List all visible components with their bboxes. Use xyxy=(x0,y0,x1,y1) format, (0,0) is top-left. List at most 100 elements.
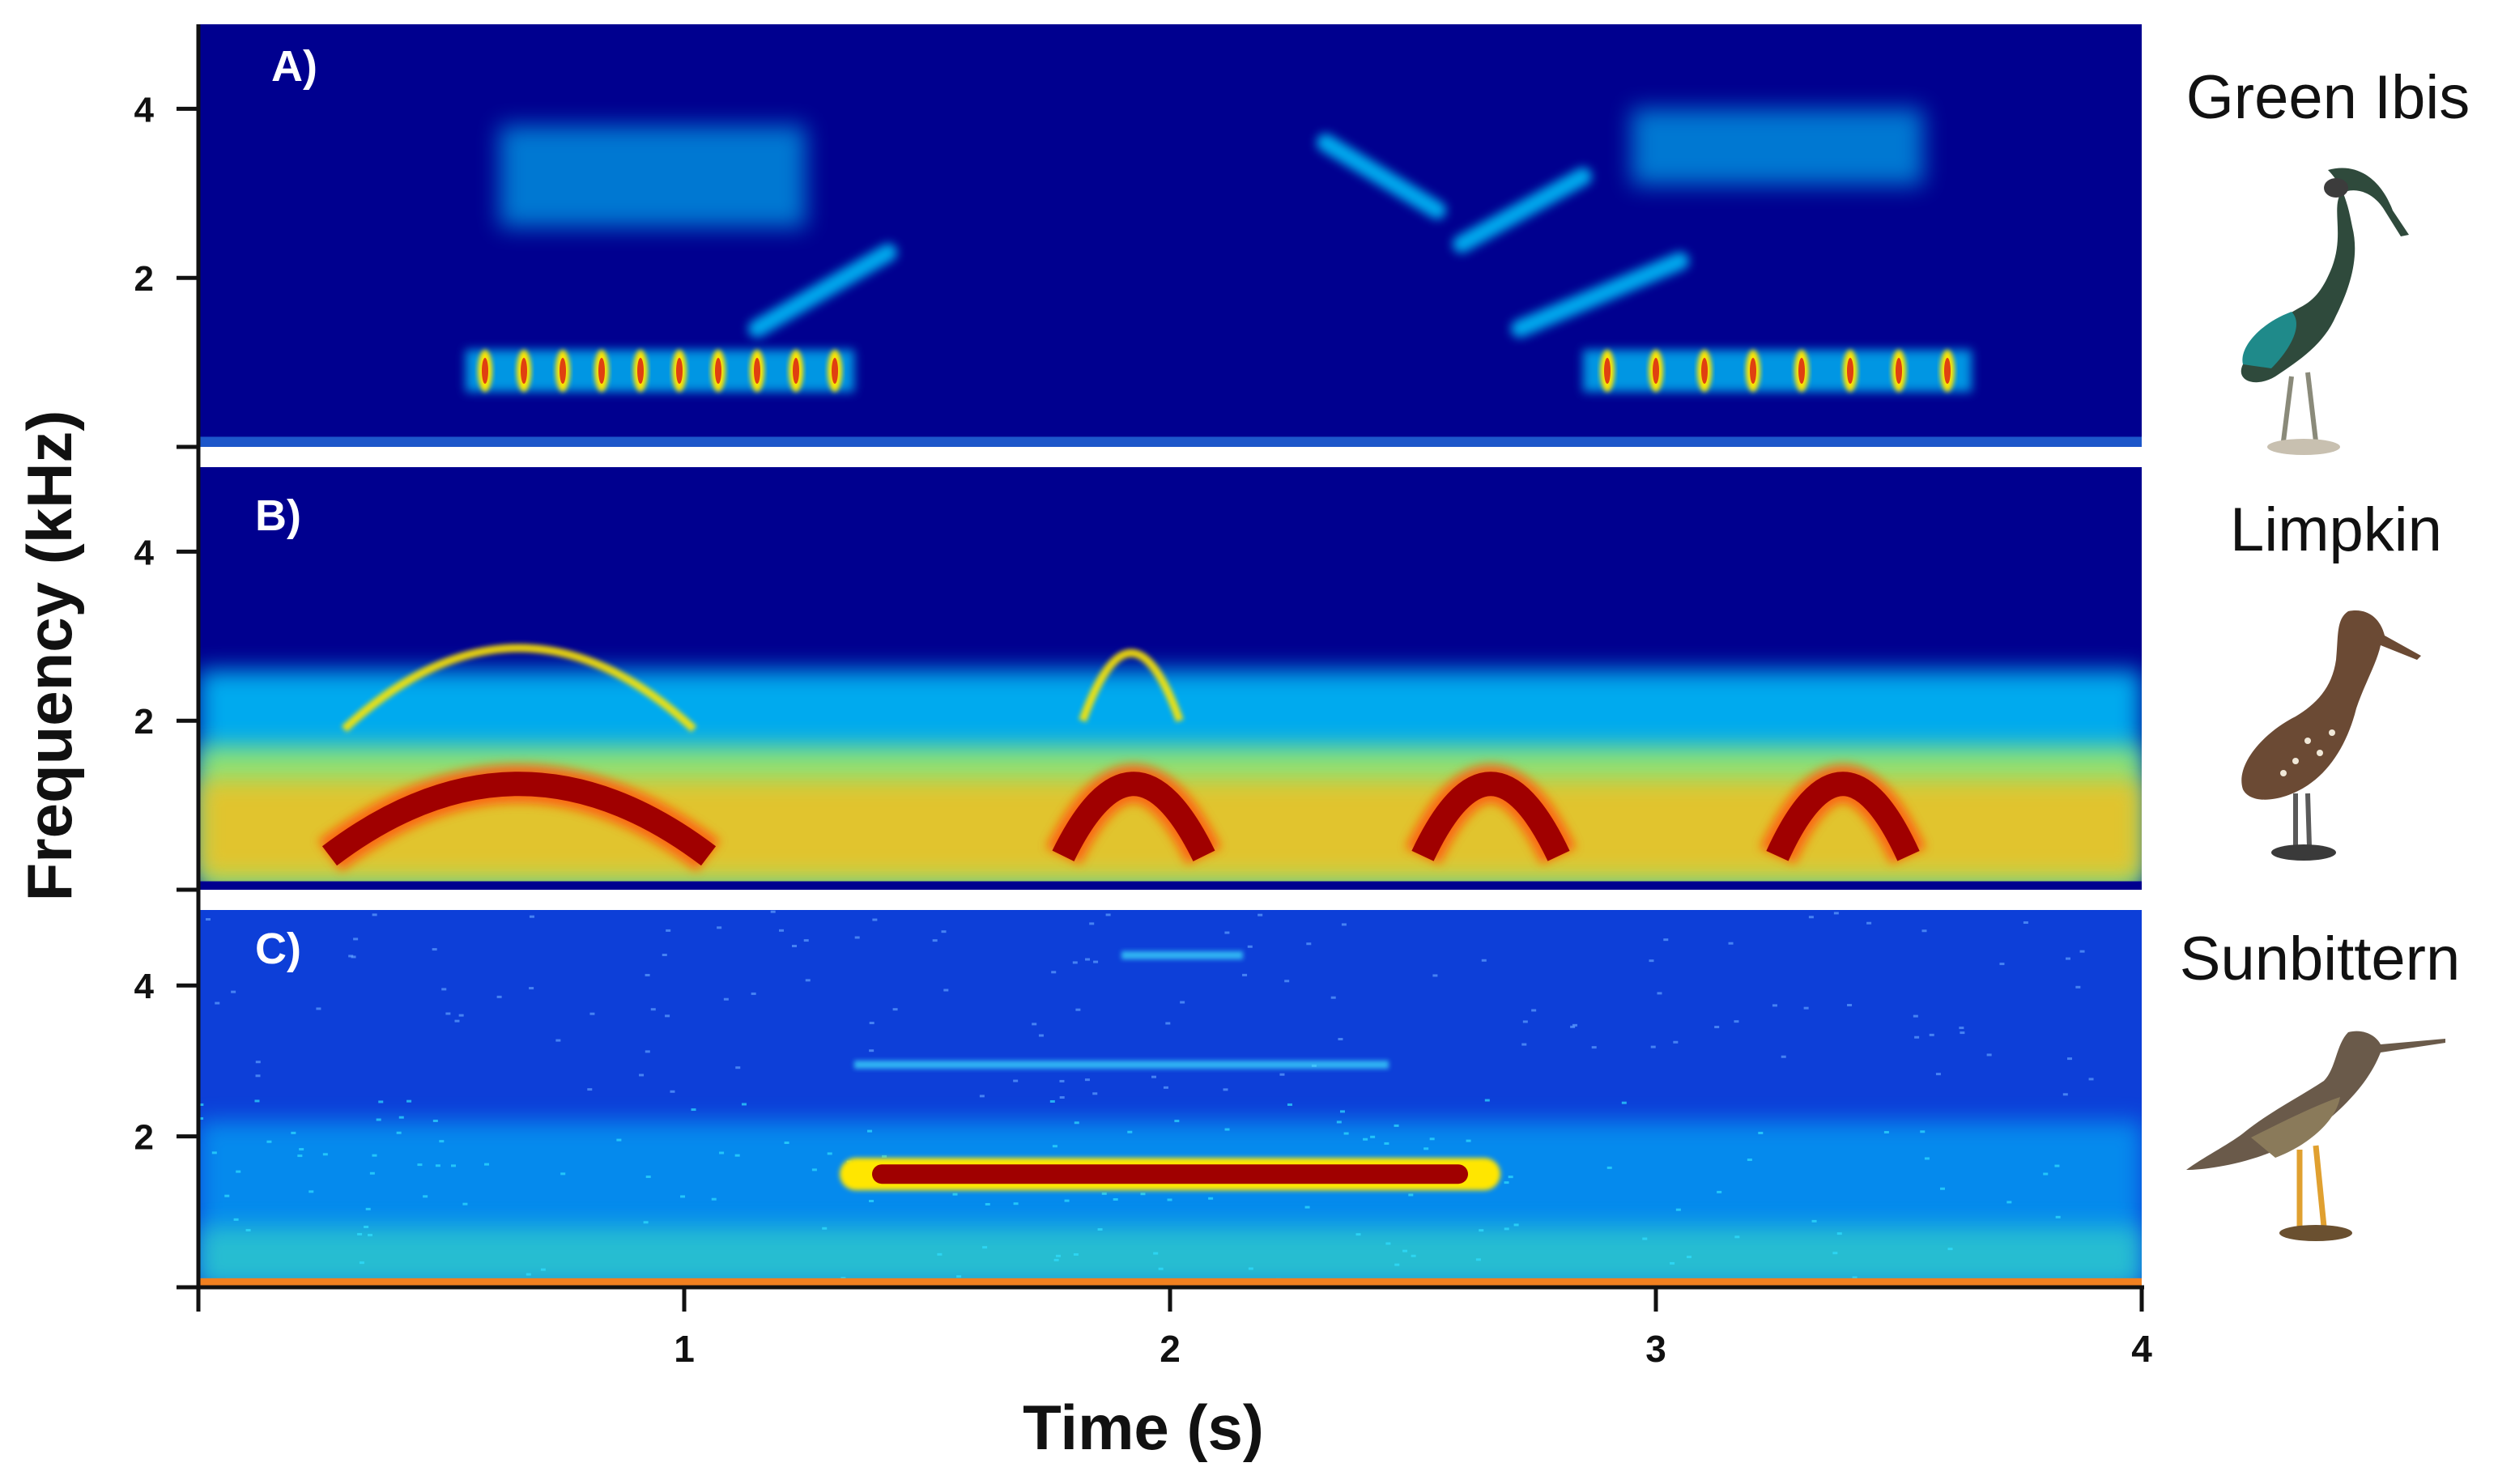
noise-speck xyxy=(322,1153,328,1156)
noise-speck xyxy=(1105,913,1111,916)
y-tick-label: 2 xyxy=(134,1118,154,1158)
noise-speck xyxy=(587,1088,593,1091)
noise-speck xyxy=(1336,1120,1342,1124)
noise-speck xyxy=(1072,961,1078,964)
noise-speck xyxy=(770,910,776,913)
call-arch-0 xyxy=(321,772,717,866)
noise-band xyxy=(198,1227,2142,1287)
noise-speck xyxy=(2055,1215,2061,1218)
y-axis-label: Frequency (kHz) xyxy=(14,410,85,902)
noise-speck xyxy=(1423,1147,1429,1150)
noise-speck xyxy=(1208,1197,1214,1200)
call-pulse_train-7-pulse-core xyxy=(1798,358,1805,385)
noise-speck xyxy=(1522,1020,1528,1023)
call-pulse_train-0-pulse-core xyxy=(637,358,644,385)
noise-speck xyxy=(1064,1199,1070,1202)
noise-speck xyxy=(1432,974,1438,977)
noise-speck xyxy=(1728,942,1734,945)
noise-speck xyxy=(1075,1008,1081,1011)
noise-speck xyxy=(1089,922,1095,925)
noise-speck xyxy=(1429,1137,1435,1141)
noise-speck xyxy=(1734,1235,1740,1239)
call-pulse_train-0-pulse-core xyxy=(598,358,605,385)
noise-speck xyxy=(892,1008,898,1011)
noise-speck xyxy=(982,1246,988,1249)
noise-speck xyxy=(1174,1120,1180,1123)
noise-speck xyxy=(423,1195,428,1198)
noise-speck xyxy=(1167,1198,1172,1201)
noise-speck xyxy=(665,1014,670,1018)
call-band-6 xyxy=(1632,108,1923,185)
call-pulse_train-7-pulse-core xyxy=(1896,358,1902,385)
noise-speck xyxy=(1097,1228,1103,1231)
noise-speck xyxy=(1832,1252,1838,1255)
noise-speck xyxy=(398,1116,404,1119)
y-tick-label: 4 xyxy=(134,90,155,130)
noise-floor xyxy=(198,436,2142,447)
call-sweep-5 xyxy=(1511,252,1689,338)
noise-speck xyxy=(932,939,938,942)
noise-speck xyxy=(348,955,354,958)
noise-speck xyxy=(1247,945,1253,948)
noise-speck xyxy=(1059,1096,1065,1099)
noise-speck xyxy=(396,1131,402,1134)
noise-speck xyxy=(1747,1159,1752,1162)
noise-speck xyxy=(1960,1031,1965,1035)
noise-speck xyxy=(717,926,722,929)
noise-speck xyxy=(985,1202,990,1205)
sunbittern-image xyxy=(2186,1031,2445,1241)
call-pulse_train-0-pulse-core xyxy=(521,358,527,385)
noise-speck xyxy=(1758,1131,1764,1134)
noise-speck xyxy=(1038,1034,1044,1037)
noise-speck xyxy=(255,1061,261,1064)
noise-speck xyxy=(1852,1276,1858,1279)
noise-speck xyxy=(805,979,811,982)
noise-speck xyxy=(1165,1022,1171,1025)
call-arch-4 xyxy=(1411,772,1570,861)
noise-speck xyxy=(979,1095,985,1098)
call-sweep-2 xyxy=(748,243,897,338)
noise-speck xyxy=(867,1129,873,1133)
noise-speck xyxy=(882,1154,887,1158)
noise-speck xyxy=(1508,1176,1513,1179)
noise-speck xyxy=(378,1100,384,1103)
noise-speck xyxy=(1279,1073,1285,1076)
noise-speck xyxy=(952,1193,958,1196)
noise-speck xyxy=(1127,1130,1133,1133)
call-pulse_train-7-pulse-core xyxy=(1847,358,1853,385)
noise-speck xyxy=(2054,1164,2060,1167)
call-sweep-4 xyxy=(1453,167,1592,253)
noise-speck xyxy=(1883,1130,1889,1133)
call-pulse_train-0-pulse-core xyxy=(793,358,799,385)
noise-speck xyxy=(1914,1035,1920,1039)
noise-speck xyxy=(589,1012,595,1015)
noise-speck xyxy=(645,1050,650,1053)
noise-speck xyxy=(439,1140,445,1143)
noise-speck xyxy=(1504,1181,1509,1184)
noise-speck xyxy=(1803,1006,1809,1010)
noise-speck xyxy=(254,1099,260,1103)
call-pulse_train-7-band xyxy=(1583,350,1972,393)
noise-speck xyxy=(1513,1223,1519,1227)
noise-speck xyxy=(1772,1004,1777,1007)
noise-speck xyxy=(1224,1128,1230,1131)
noise-speck xyxy=(1591,1046,1597,1049)
noise-speck xyxy=(662,953,667,956)
x-tick-label: 2 xyxy=(1160,1328,1181,1370)
noise-speck xyxy=(2075,985,2081,989)
noise-speck xyxy=(1151,1075,1156,1078)
call-arch-5 xyxy=(1766,772,1920,861)
noise-speck xyxy=(1484,1099,1490,1102)
noise-speck xyxy=(1924,1157,1930,1160)
noise-speck xyxy=(1084,1078,1090,1082)
panel-b-calls xyxy=(198,644,2142,890)
call-band-1 xyxy=(500,125,806,227)
noise-speck xyxy=(869,1049,875,1052)
noise-speck xyxy=(1085,958,1091,961)
noise-speck xyxy=(526,1273,531,1276)
noise-speck xyxy=(1642,1237,1648,1240)
call-tone-0 xyxy=(872,1164,1468,1184)
noise-speck xyxy=(372,1154,377,1157)
noise-speck xyxy=(224,1194,230,1197)
noise-speck xyxy=(1504,1227,1509,1231)
